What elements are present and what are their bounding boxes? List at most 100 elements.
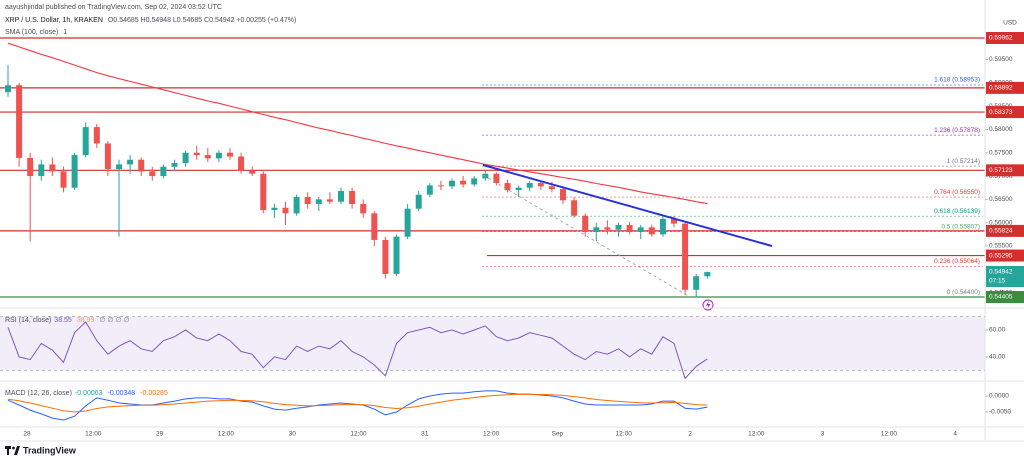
candle-body xyxy=(193,152,200,156)
legend-value: 1 xyxy=(63,29,67,36)
candle-body xyxy=(471,178,478,185)
candle-body xyxy=(238,156,245,171)
candle-body xyxy=(215,152,222,159)
y-tick-label: 0.55500 xyxy=(989,243,1013,250)
candle-body xyxy=(271,207,278,211)
candle-body xyxy=(360,204,367,214)
countdown-label: 07:15 xyxy=(989,278,1006,285)
candle-body xyxy=(127,159,134,165)
price-box xyxy=(986,31,1024,44)
candle-body xyxy=(415,194,422,209)
marks-layer xyxy=(5,42,711,421)
price-box xyxy=(986,106,1024,119)
event-bolt xyxy=(706,301,711,309)
x-tick-label: 12:00 xyxy=(616,431,633,438)
x-tick-label: 2 xyxy=(688,431,692,438)
candle-body xyxy=(282,207,289,214)
price-box-label: 0.58373 xyxy=(989,109,1013,116)
x-tick-label: 12:00 xyxy=(483,431,500,438)
x-tick-label: 3 xyxy=(821,431,825,438)
candle-body xyxy=(493,173,500,184)
candle-body xyxy=(71,155,78,188)
x-tick-label: Sep xyxy=(552,431,564,438)
candle-body xyxy=(338,190,344,202)
fib-label: 0 (0.54400) xyxy=(947,289,980,296)
y-tick-label: 0.0000 xyxy=(989,393,1009,400)
candle-body xyxy=(38,164,45,177)
candle-body xyxy=(426,185,433,195)
x-tick-label: 29 xyxy=(156,431,164,438)
candle-body xyxy=(626,225,633,233)
x-tick-label: 12:00 xyxy=(748,431,765,438)
candle-body xyxy=(5,85,11,93)
price-box xyxy=(986,164,1024,177)
candle-body xyxy=(371,213,378,240)
indicator-title: RSI (14, close) xyxy=(5,317,51,324)
candle-body xyxy=(604,227,611,230)
candle-body xyxy=(227,152,233,157)
ohlc-legend: O0.54685 H0.54948 L0.54685 C0.54942 +0.0… xyxy=(108,17,296,24)
candle-body xyxy=(560,189,566,201)
price-box-label: 0.54405 xyxy=(989,294,1013,301)
legend-value: ∅ ∅ ∅ ∅ xyxy=(99,317,129,324)
candle-body xyxy=(293,197,300,214)
price-box-label: 0.55824 xyxy=(989,228,1013,235)
x-tick-label: 12:00 xyxy=(350,431,367,438)
logo-part xyxy=(12,446,15,450)
x-tick-label: 31 xyxy=(421,431,429,438)
y-tick-label: 0.59500 xyxy=(989,56,1013,63)
legend-name: SMA (100, close) xyxy=(5,29,58,36)
candle-body xyxy=(160,166,167,177)
x-tick-label: 28 xyxy=(23,431,31,438)
candle-body xyxy=(349,190,356,205)
candle-body xyxy=(326,199,333,202)
candle-body xyxy=(382,239,389,274)
fib-label: 1.236 (0.57878) xyxy=(934,127,980,134)
price-box-label: 0.57123 xyxy=(989,167,1013,174)
candle-body xyxy=(682,223,689,290)
candle-body xyxy=(27,157,34,177)
candle-body xyxy=(582,215,589,233)
rsi-band xyxy=(0,316,985,371)
candle-body xyxy=(138,159,145,172)
candle-body xyxy=(671,218,677,224)
legend-value: -0.00063 xyxy=(75,390,103,397)
candle-body xyxy=(704,272,711,277)
y-tick-label: -0.0050 xyxy=(989,409,1011,416)
y-tick-label: 0.58000 xyxy=(989,126,1013,133)
price-box-label: 0.59962 xyxy=(989,35,1013,42)
price-box xyxy=(986,249,1024,262)
price-box xyxy=(986,81,1024,94)
candle-body xyxy=(460,180,467,185)
candle-body xyxy=(515,187,522,191)
candle-body xyxy=(537,183,544,187)
indicator-title: MACD (12, 26, close) xyxy=(5,390,72,397)
fib-label: 0.764 (0.56550) xyxy=(934,189,980,196)
candle-body xyxy=(260,173,267,211)
candle-body xyxy=(659,218,666,235)
legend-value: -0.00348 xyxy=(108,390,136,397)
candle-body xyxy=(93,127,100,144)
fib-trend-line xyxy=(482,174,691,298)
indicator-line xyxy=(7,321,708,380)
sma-line xyxy=(7,42,708,205)
candle-body xyxy=(571,200,578,216)
publisher-line: aayushjindal published on TradingView.co… xyxy=(5,4,222,11)
price-box xyxy=(986,291,1024,304)
candle-body xyxy=(60,171,67,188)
candle-body xyxy=(249,170,256,174)
candle-body xyxy=(171,163,178,167)
fib-label: 0.618 (0.56139) xyxy=(934,208,980,215)
y-tick-label: 60.00 xyxy=(989,327,1006,334)
legend-value: 38.55 xyxy=(54,317,72,324)
candle-body xyxy=(548,186,555,190)
price-box-label: 0.55295 xyxy=(989,252,1013,259)
logo-part xyxy=(14,446,20,455)
y-tick-label: 0.56500 xyxy=(989,196,1013,203)
y-tick-label: 40.00 xyxy=(989,354,1006,361)
candle-body xyxy=(615,225,622,230)
x-tick-label: 12:00 xyxy=(218,431,235,438)
legend-value: -0.00285 xyxy=(140,390,168,397)
candle-body xyxy=(82,127,89,156)
